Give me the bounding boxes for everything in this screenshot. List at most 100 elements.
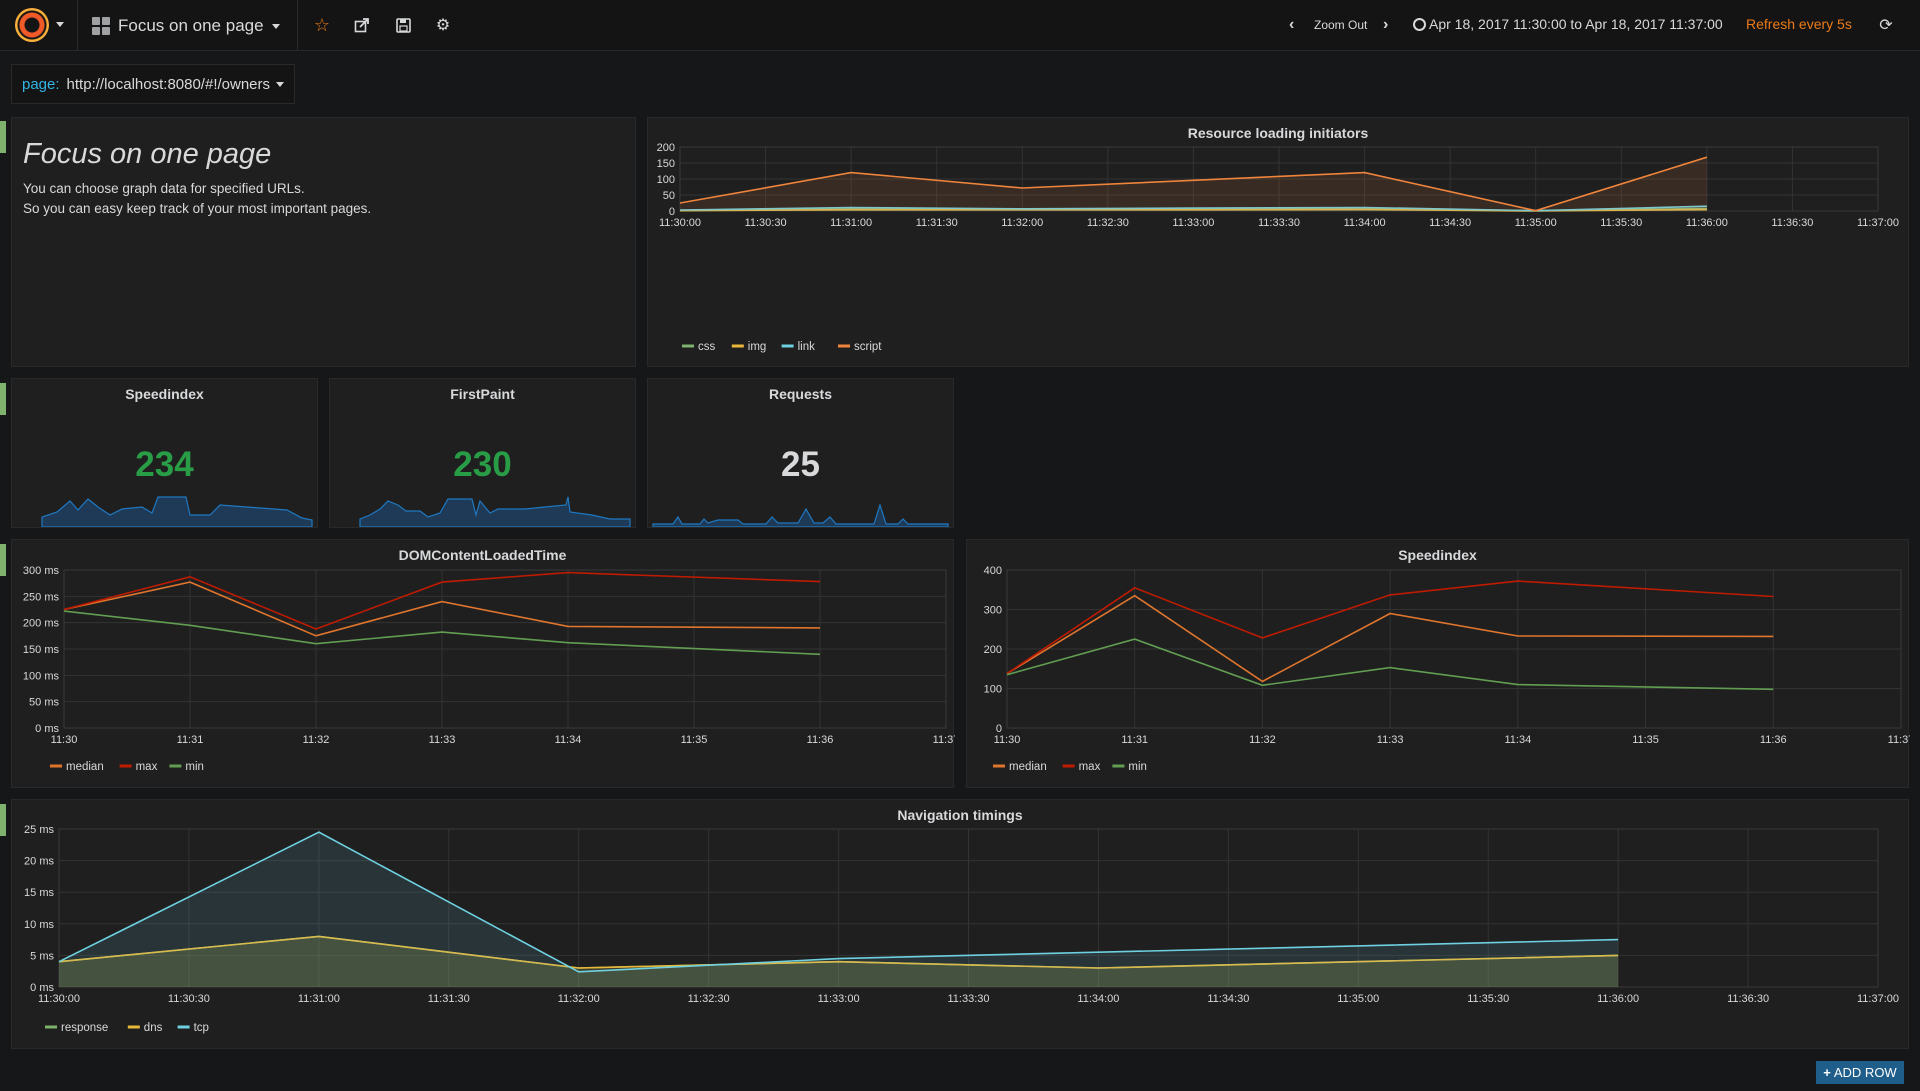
x-tick-label: 11:30:00 [659,217,701,229]
x-tick-label: 11:30 [51,734,78,746]
x-tick-label: 11:30 [994,734,1021,746]
x-tick-label: 11:30:30 [745,217,787,229]
legend-label-script: script [854,341,882,353]
stat-panel-requests: Requests 25 [647,378,954,528]
add-row-button[interactable]: + ADD ROW [1816,1061,1904,1084]
legend-label-max: max [136,761,158,773]
series-area-tcp [59,832,1619,987]
x-tick-label: 11:34:30 [1207,993,1249,1005]
time-range-picker[interactable]: Apr 18, 2017 11:30:00 to Apr 18, 2017 11… [1413,16,1723,32]
y-tick-label: 0 [996,723,1002,735]
x-tick-label: 11:35:30 [1600,217,1642,229]
text-panel: Focus on one page You can choose graph d… [11,117,636,367]
series-line-tcp [58,831,1619,973]
x-tick-label: 11:34 [555,734,582,746]
refresh-icon[interactable]: ⟳ [1879,17,1893,34]
dashboard-picker[interactable]: Focus on one page [92,12,280,40]
add-row-label: ADD ROW [1833,1065,1897,1080]
settings-gear-icon[interactable]: ⚙ [435,17,451,34]
plot-frame [1006,569,1902,729]
x-tick-label: 11:35:00 [1515,217,1557,229]
y-tick-label: 400 [984,565,1002,577]
legend-label-min: min [185,761,204,773]
y-tick-label: 300 [984,605,1002,617]
legend-label-tcp: tcp [194,1022,209,1034]
grafana-menu-button[interactable] [0,0,78,51]
row-collapse-handle[interactable] [0,121,6,153]
caret-down-icon [56,22,64,27]
x-tick-label: 11:32 [303,734,330,746]
series-line-max [1006,580,1774,675]
text-panel-heading: Focus on one page [23,138,272,170]
template-variable-page[interactable]: page: http://localhost:8080/#!/owners [11,64,296,104]
stat-value: 25 [781,445,820,484]
legend-label-median: median [1009,761,1047,773]
y-tick-label: 10 ms [24,919,54,931]
row-collapse-handle[interactable] [0,804,6,836]
domcontentloaded-chart: 11:30 11:31 11:32 11:33 11:34 11:35 11:36 11:37… [23,565,955,773]
x-tick-label: 11:31:00 [830,217,872,229]
panel-title[interactable]: Speedindex [1398,547,1477,563]
x-tick-label: 11:36:00 [1597,993,1639,1005]
dashboard-grid-icon [92,17,110,35]
star-icon[interactable]: ☆ [313,14,331,35]
save-icon[interactable] [392,14,414,36]
x-tick-label: 11:31:00 [298,993,340,1005]
legend-label-dns: dns [144,1022,163,1034]
x-tick-label: 11:34:00 [1077,993,1119,1005]
legend-label-response: response [61,1022,108,1034]
plot-frame [679,146,1879,212]
x-tick-label: 11:33 [429,734,456,746]
panel-title[interactable]: Speedindex [125,386,204,402]
time-forward-chevron-icon[interactable]: › [1383,16,1389,33]
x-tick-label: 11:31 [177,734,204,746]
y-tick-label: 0 ms [30,982,54,994]
speedindex-chart: 11:30 11:31 11:32 11:33 11:34 11:35 11:36 11:37… [984,565,1910,773]
panel-title[interactable]: Requests [768,386,833,402]
share-icon[interactable] [351,14,373,36]
text-panel-line: So you can easy keep track of your most … [23,201,372,216]
clock-icon [1413,18,1426,31]
speedindex-graph-panel: Speedindex 11:30 11:31 11:32 11:33 11:34 11:3… [966,539,1910,788]
time-back-chevron-icon[interactable]: ‹ [1289,16,1295,33]
navigation-timings-chart: 11:30:00 11:30:30 11:31:00 11:31:30 11:32:00… [24,824,1899,1034]
legend-label-max: max [1079,761,1101,773]
x-tick-label: 11:36:30 [1727,993,1769,1005]
series-area-script [680,157,1707,211]
x-tick-label: 11:35:30 [1467,993,1509,1005]
panel-title[interactable]: FirstPaint [450,386,515,402]
stat-panel-firstpaint: FirstPaint 230 [329,378,636,528]
template-variable-value: http://localhost:8080/#!/owners [66,75,271,93]
x-tick-label: 11:32:00 [1001,217,1043,229]
panel-title[interactable]: DOMContentLoadedTime [398,547,567,563]
y-tick-label: 150 [657,158,675,170]
caret-down-icon [276,81,285,87]
row-collapse-handle[interactable] [0,544,6,576]
y-tick-label: 0 [669,206,675,218]
x-tick-label: 11:37:00 [1857,993,1899,1005]
plot-frame [58,828,1879,988]
y-tick-label: 100 [657,174,675,186]
x-tick-label: 11:32:30 [1087,217,1129,229]
row-collapse-handle[interactable] [0,383,6,415]
plot-frame [63,569,947,729]
y-tick-label: 150 ms [23,644,60,656]
y-tick-label: 25 ms [24,824,54,836]
x-tick-label: 11:34 [1504,734,1531,746]
y-tick-label: 200 [657,142,675,154]
x-tick-label: 11:36 [1760,734,1787,746]
x-tick-label: 11:37 [1888,734,1910,746]
x-tick-label: 11:30:00 [38,993,80,1005]
panel-title[interactable]: Navigation timings [897,807,1023,823]
x-tick-label: 11:37:00 [1857,217,1899,229]
series-line-median [63,581,821,637]
x-tick-label: 11:31 [1121,734,1148,746]
zoom-out-button[interactable]: Zoom Out [1314,18,1368,32]
top-navbar: Focus on one page ☆ ⚙ ‹ Zoom Out › Apr 1… [0,0,1920,51]
refresh-interval[interactable]: Refresh every 5s [1746,16,1852,32]
x-tick-label: 11:33:30 [947,993,989,1005]
x-tick-label: 11:33:30 [1258,217,1300,229]
panel-title[interactable]: Resource loading initiators [1187,125,1369,141]
x-tick-label: 11:33:00 [1172,217,1214,229]
sparkline [359,496,631,527]
